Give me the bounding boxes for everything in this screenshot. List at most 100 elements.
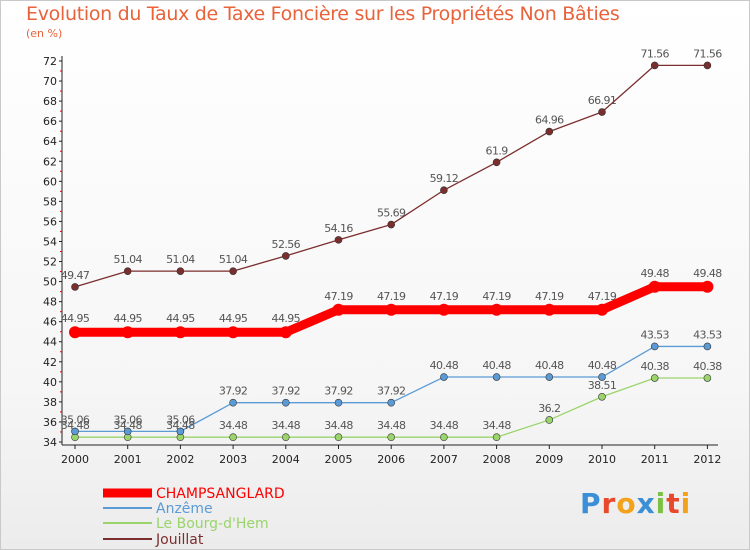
- data-label: 34.48: [324, 419, 353, 432]
- logo-letter: i: [655, 487, 667, 520]
- data-point: [121, 326, 134, 339]
- proxiti-logo: Proxiti: [580, 487, 691, 520]
- x-tick-label: 2005: [325, 453, 353, 466]
- data-point: [650, 374, 659, 382]
- data-point: [545, 127, 554, 136]
- logo-letter: o: [616, 487, 637, 520]
- data-label: 71.56: [693, 47, 722, 60]
- labels-anz-me: 35.06 35.06 35.06 37.92 37.92 37.92 37.92 40.48…: [61, 328, 723, 426]
- labels-le-bourg-d-hem: 34.48 34.48 34.48 34.48 34.48 34.48 34.48 34.48…: [61, 360, 723, 432]
- data-label: 55.69: [377, 207, 406, 220]
- data-point: [229, 267, 237, 275]
- legend-item: Le Bourg-d'Hem: [103, 516, 269, 532]
- data-point: [227, 326, 240, 339]
- data-label: 37.92: [324, 385, 353, 398]
- data-point: [281, 433, 290, 441]
- data-point: [387, 433, 396, 441]
- y-tick-label: 56: [43, 215, 57, 228]
- data-label: 47.19: [324, 290, 353, 303]
- data-point: [545, 373, 554, 381]
- x-tick-label: 2012: [693, 453, 721, 466]
- data-point: [492, 158, 501, 167]
- y-tick-label: 62: [43, 155, 57, 168]
- data-label: 34.48: [113, 419, 142, 432]
- data-label: 37.92: [272, 385, 301, 398]
- y-tick-label: 46: [43, 316, 57, 329]
- data-label: 35.06: [166, 413, 195, 426]
- data-label: 40.48: [430, 359, 459, 372]
- data-point: [492, 433, 501, 441]
- data-label: 51.04: [166, 253, 195, 266]
- data-point: [387, 398, 396, 407]
- data-point: [123, 427, 132, 436]
- data-label: 51.04: [219, 253, 248, 266]
- legend-label: Jouillat: [155, 532, 204, 548]
- y-tick-label: 72: [43, 55, 57, 68]
- data-point: [703, 374, 712, 382]
- data-label: 49.48: [640, 267, 669, 280]
- data-point: [385, 303, 398, 316]
- y-tick-label: 68: [43, 95, 57, 108]
- data-point: [701, 280, 714, 293]
- y-tick-label: 34: [43, 436, 57, 449]
- data-label: 36.2: [538, 402, 560, 415]
- data-point: [176, 427, 185, 436]
- data-point: [598, 108, 606, 116]
- x-tick-label: 2004: [272, 453, 300, 466]
- data-point: [229, 433, 237, 441]
- data-label: 43.53: [640, 328, 669, 341]
- logo-letter: P: [580, 487, 602, 520]
- y-tick-label: 54: [43, 235, 57, 248]
- data-label: 59.12: [430, 172, 459, 185]
- data-point: [440, 373, 448, 381]
- data-label: 47.19: [430, 290, 459, 303]
- labels-jouillat: 49.47 51.04 51.04 51.04 52.56 54.16 55.69 59.12…: [61, 47, 723, 281]
- data-label: 35.06: [113, 413, 142, 426]
- data-point: [492, 373, 501, 381]
- series-le-bourg-d-hem: [71, 374, 712, 441]
- data-point: [332, 303, 345, 316]
- y-tick-label: 52: [43, 256, 57, 269]
- x-tick-label: 2007: [430, 453, 458, 466]
- data-label: 34.48: [166, 419, 195, 432]
- x-tick-label: 2011: [641, 453, 669, 466]
- data-label: 54.16: [324, 222, 353, 235]
- data-label: 61.9: [486, 144, 509, 157]
- data-label: 40.38: [693, 360, 722, 373]
- y-tick-label: 38: [43, 396, 57, 409]
- y-tick-label: 60: [43, 175, 57, 188]
- data-point: [703, 342, 712, 351]
- data-label: 40.38: [640, 360, 669, 373]
- data-label: 34.48: [482, 419, 511, 432]
- y-tick-label: 44: [43, 336, 57, 349]
- legend-label: Le Bourg-d'Hem: [156, 516, 269, 532]
- y-tick-label: 50: [43, 276, 57, 289]
- data-point: [440, 186, 448, 194]
- data-label: 34.48: [219, 419, 248, 432]
- y-tick-label: 58: [43, 195, 57, 208]
- data-point: [71, 283, 79, 291]
- chart-subtitle: (en %): [26, 27, 63, 40]
- x-tick-label: 2000: [61, 453, 89, 466]
- data-label: 44.95: [219, 312, 248, 325]
- y-tick-label: 40: [43, 376, 57, 389]
- data-label: 44.95: [166, 312, 195, 325]
- legend-item: CHAMPSANGLARD: [103, 486, 285, 502]
- data-point: [490, 303, 503, 316]
- data-point: [596, 303, 608, 316]
- x-tick-label: 2003: [219, 453, 247, 466]
- data-point: [69, 326, 81, 339]
- data-point: [334, 398, 343, 407]
- chart-title: Evolution du Taux de Taxe Foncière sur l…: [26, 3, 620, 25]
- data-point: [543, 303, 556, 316]
- data-label: 40.48: [535, 359, 564, 372]
- data-label: 34.48: [430, 419, 459, 432]
- data-point: [281, 252, 290, 260]
- data-label: 71.56: [640, 47, 669, 60]
- data-label: 38.51: [588, 379, 617, 392]
- data-point: [598, 373, 606, 381]
- data-label: 64.96: [535, 114, 564, 127]
- y-tick-label: 48: [43, 296, 57, 309]
